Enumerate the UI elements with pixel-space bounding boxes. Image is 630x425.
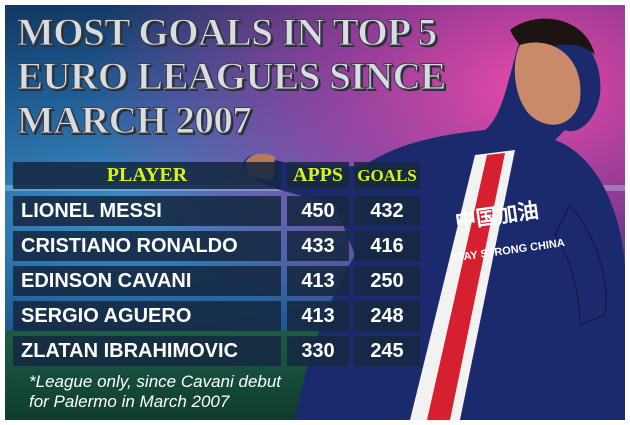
infographic: 中国加油 STAY STRONG CHINA MOST GOALS IN TOP… [5,5,625,420]
page-title: MOST GOALS IN TOP 5 EURO LEAGUES SINCE M… [17,11,447,143]
apps-value: 433 [287,231,349,261]
goals-value: 245 [354,336,420,366]
player-name: CRISTIANO RONALDO [13,231,281,261]
player-name: EDINSON CAVANI [13,266,281,296]
apps-value: 413 [287,301,349,331]
goals-value: 248 [354,301,420,331]
player-name: ZLATAN IBRAHIMOVIC [13,336,281,366]
title-line: MOST GOALS IN TOP 5 [17,11,438,55]
player-name: SERGIO AGUERO [13,301,281,331]
player-name: LIONEL MESSI [13,196,281,226]
goals-value: 416 [354,231,420,261]
goals-value: 250 [354,266,420,296]
footnote-line: *League only, since Cavani debut [29,372,282,391]
apps-value: 413 [287,266,349,296]
goals-value: 432 [354,196,420,226]
apps-value: 450 [287,196,349,226]
header-apps: APPS [287,162,349,189]
title-line: MARCH 2007 [17,99,253,143]
footnote-line: for Palermo in March 2007 [29,392,230,411]
header-goals: GOALS [354,162,420,189]
footnote: *League only, since Cavani debut for Pal… [29,372,281,412]
apps-value: 330 [287,336,349,366]
header-player: PLAYER [13,162,281,189]
title-line: EURO LEAGUES SINCE [17,55,447,99]
